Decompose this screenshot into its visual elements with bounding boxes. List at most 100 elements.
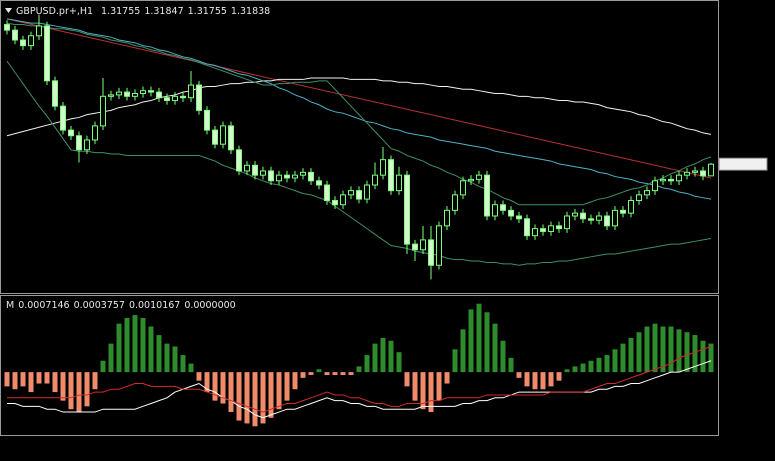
candle-body xyxy=(484,174,490,217)
candle-body xyxy=(604,215,610,227)
candle-body xyxy=(460,180,466,196)
histogram-bar xyxy=(236,372,242,421)
candle-body xyxy=(692,170,698,173)
candle-body xyxy=(100,95,106,127)
histogram-bar xyxy=(116,323,122,373)
candle-body xyxy=(708,163,714,177)
histogram-bar xyxy=(596,357,602,373)
histogram-bar xyxy=(628,337,634,373)
candle-body xyxy=(364,184,370,200)
histogram-bar xyxy=(476,303,482,373)
histogram-bar xyxy=(492,323,498,373)
chart-header: GBPUSD.pr+,H1 1.31755 1.31847 1.31755 1.3183… xyxy=(16,6,270,17)
candle-body xyxy=(684,171,690,176)
marks-layer xyxy=(4,14,768,427)
candle-body xyxy=(28,35,34,47)
trend-line xyxy=(6,18,712,179)
candle-body xyxy=(620,209,626,214)
histogram-bar xyxy=(412,372,418,401)
overlay-line xyxy=(6,18,712,200)
candle-body xyxy=(580,212,586,220)
histogram-bar xyxy=(588,360,594,373)
candle-body xyxy=(132,93,138,97)
histogram-bar xyxy=(684,332,690,373)
histogram-bar xyxy=(700,340,706,373)
candle-body xyxy=(532,228,538,237)
histogram-bar xyxy=(508,357,514,373)
histogram-bar xyxy=(428,372,434,413)
histogram-bar xyxy=(108,343,114,373)
histogram-bar xyxy=(564,369,570,373)
overlay-line xyxy=(6,60,712,266)
histogram-bar xyxy=(28,372,34,393)
indicator-label: M xyxy=(6,300,14,311)
candle-body xyxy=(260,170,266,176)
histogram-bar xyxy=(4,372,10,387)
candle-body xyxy=(196,84,202,111)
candle-body xyxy=(220,125,226,145)
candle-body xyxy=(564,215,570,230)
candle-body xyxy=(372,174,378,186)
candle-body xyxy=(644,190,650,196)
candle-body xyxy=(156,91,162,99)
histogram-bar xyxy=(420,372,426,410)
candle-body xyxy=(428,239,434,266)
indicator-value: 0.0000000 xyxy=(184,300,235,311)
candle-body xyxy=(492,204,498,217)
candle-body xyxy=(396,174,402,192)
histogram-bar xyxy=(148,326,154,373)
candle-body xyxy=(636,194,642,201)
candle-body xyxy=(700,170,706,177)
histogram-bar xyxy=(484,312,490,373)
histogram-bar xyxy=(708,343,714,373)
histogram-bar xyxy=(260,372,266,424)
histogram-bar xyxy=(604,355,610,373)
histogram-bar xyxy=(372,343,378,373)
histogram-bar xyxy=(68,372,74,410)
indicator-line xyxy=(7,360,712,419)
histogram-bar xyxy=(636,332,642,373)
histogram-bar xyxy=(132,315,138,373)
histogram-bar xyxy=(188,363,194,373)
histogram-bar xyxy=(532,372,538,390)
histogram-bar xyxy=(156,335,162,373)
histogram-bar xyxy=(100,360,106,373)
histogram-bar xyxy=(612,349,618,373)
candle-body xyxy=(356,190,362,200)
histogram-bar xyxy=(468,309,474,373)
histogram-bar xyxy=(172,346,178,373)
candle-body xyxy=(60,105,66,131)
indicator-header: M 0.0007146 0.0003757 0.0010167 0.0000000 xyxy=(6,300,236,311)
histogram-bar xyxy=(452,349,458,373)
menu-triangle[interactable] xyxy=(5,8,12,13)
indicator-value: 0.0010167 xyxy=(129,300,180,311)
histogram-bar xyxy=(212,372,218,401)
histogram-bar xyxy=(548,372,554,387)
candle-body xyxy=(292,174,298,179)
candle-body xyxy=(300,171,306,176)
candle-body xyxy=(164,97,170,102)
header-open: 1.31755 xyxy=(101,6,140,17)
candle-body xyxy=(436,225,442,266)
histogram-bar xyxy=(444,372,450,384)
candle-body xyxy=(52,80,58,107)
candle-body xyxy=(412,243,418,251)
histogram-bar xyxy=(316,369,322,373)
candle-body xyxy=(276,174,282,182)
histogram-bar xyxy=(668,326,674,373)
candle-body xyxy=(36,25,42,37)
candle-body xyxy=(516,215,522,220)
histogram-bar xyxy=(620,343,626,373)
histogram-bar xyxy=(460,329,466,373)
candle-body xyxy=(180,95,186,99)
candle-body xyxy=(316,180,322,186)
histogram-bar xyxy=(660,326,666,373)
candle-body xyxy=(548,225,554,232)
histogram-bar xyxy=(396,352,402,373)
histogram-bar xyxy=(308,372,314,375)
histogram-bar xyxy=(44,372,50,384)
candle-body xyxy=(340,194,346,206)
candle-body xyxy=(348,190,354,196)
histogram-bar xyxy=(276,372,282,410)
